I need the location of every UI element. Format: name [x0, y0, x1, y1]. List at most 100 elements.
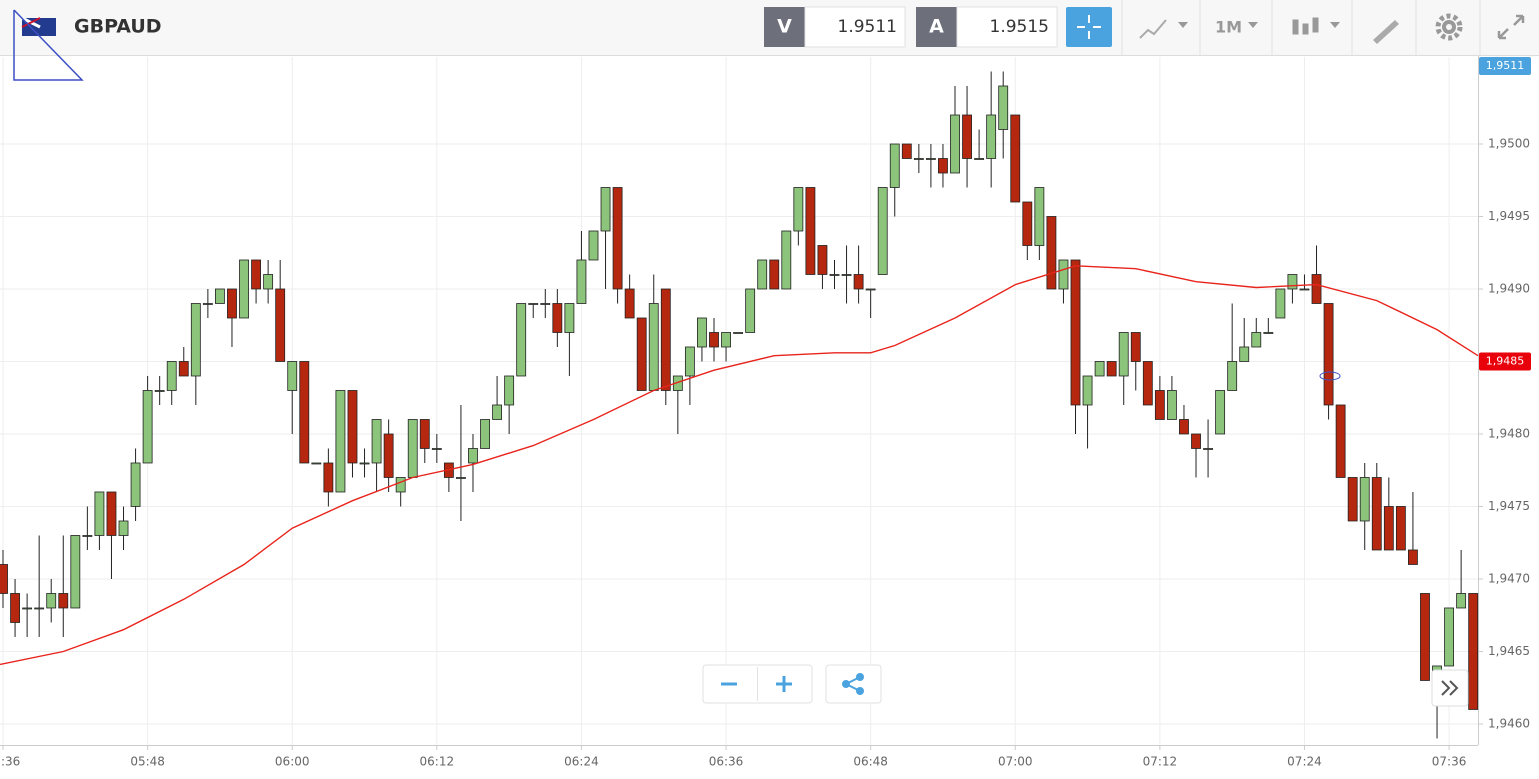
candle-body — [998, 85, 1009, 130]
candle-body — [1408, 549, 1418, 565]
drawing-triangle — [13, 9, 84, 81]
candle-body — [1118, 332, 1129, 377]
candle-body — [576, 259, 587, 304]
candle-body — [202, 303, 213, 305]
candle-body — [1130, 332, 1141, 362]
candle-body — [154, 390, 165, 392]
candle-body — [468, 448, 478, 464]
candle-body — [1058, 259, 1069, 290]
symbol: GBPAUD — [74, 16, 162, 38]
candle-body — [709, 332, 719, 348]
candle-body — [1082, 375, 1093, 406]
candle-body — [1022, 201, 1033, 246]
candle-body — [1154, 390, 1165, 420]
y-tick-label: 1,9480 — [1488, 426, 1530, 440]
candle-body — [636, 317, 647, 391]
candle-body — [516, 303, 527, 377]
candle-body — [540, 303, 551, 305]
candle-body — [456, 477, 466, 479]
candle-body — [359, 462, 370, 465]
price-label-box — [1479, 352, 1531, 371]
timeframe[interactable]: 1M — [1215, 18, 1242, 37]
ask-button[interactable] — [916, 7, 957, 47]
candle-body — [829, 274, 840, 276]
candle-body — [504, 375, 515, 406]
y-tick-label: 1,9460 — [1488, 716, 1530, 730]
candle-style-button[interactable] — [1292, 17, 1340, 35]
chart-type-button[interactable] — [1139, 19, 1188, 39]
scroll-latest-button[interactable] — [1431, 669, 1469, 707]
x-tick-label: 07:12 — [1143, 755, 1178, 769]
candle-body — [1166, 390, 1177, 420]
candle-body — [769, 259, 780, 290]
candle-body — [528, 303, 539, 305]
candle-body — [323, 462, 334, 493]
candle-body — [1142, 361, 1153, 406]
candle-body — [142, 390, 153, 464]
moving-average — [0, 265, 1479, 666]
x-tick-label: 06:36 — [709, 755, 744, 769]
ask-label: A — [929, 16, 944, 38]
ask-price: 1.9515 — [990, 17, 1049, 37]
candle-body — [1287, 274, 1298, 290]
candle-body — [46, 593, 57, 609]
x-tick-label: 06:12 — [420, 755, 455, 769]
draw-tools-button[interactable] — [1373, 20, 1399, 44]
y-tick-label: 1,9465 — [1488, 644, 1530, 658]
candle-body — [1070, 259, 1081, 406]
candle-body — [1094, 361, 1105, 377]
candle-body — [877, 187, 888, 275]
price-label: 1,9485 — [1486, 354, 1525, 367]
fullscreen-button[interactable] — [1497, 14, 1525, 40]
candle-body — [70, 535, 81, 609]
zoom-controls — [702, 664, 813, 704]
candle-body — [215, 288, 225, 304]
candle-body — [757, 259, 768, 290]
bid-label: V — [777, 16, 792, 38]
candle-body — [925, 158, 936, 160]
candle-body — [889, 143, 900, 188]
candle-body — [588, 230, 599, 261]
x-tick-label: 05:36 — [0, 755, 20, 769]
bid-price: 1.9511 — [838, 17, 897, 37]
y-tick-label: 1,9490 — [1488, 281, 1530, 295]
timeframe-arrow — [1248, 22, 1258, 28]
bid-button[interactable] — [764, 7, 805, 47]
zoom-in[interactable] — [776, 676, 792, 692]
candle-body — [721, 332, 731, 348]
candle-body — [1203, 448, 1213, 450]
candle-body — [552, 303, 563, 333]
candle-body — [853, 274, 864, 290]
candle-body — [1106, 361, 1117, 377]
x-tick-label: 07:24 — [1287, 755, 1322, 769]
ask-box — [956, 6, 1058, 48]
candle-body — [287, 361, 298, 391]
candle-body — [251, 259, 261, 290]
x-tick-label: 06:48 — [853, 755, 888, 769]
candle-body — [612, 187, 623, 290]
settings-button[interactable] — [1435, 13, 1463, 41]
toolbar-separators — [1121, 0, 1481, 55]
candle-body — [648, 303, 659, 391]
candle-body — [1191, 433, 1201, 449]
x-tick-label: 07:36 — [1432, 755, 1467, 769]
candle-body — [94, 491, 105, 536]
share-button[interactable] — [825, 664, 882, 704]
candle-body — [1239, 346, 1250, 362]
y-tick-label: 1,9495 — [1488, 209, 1530, 223]
candle-body — [58, 593, 69, 609]
candle-body — [480, 419, 490, 449]
candle-body — [1323, 303, 1334, 406]
x-tick-label: 06:24 — [564, 755, 599, 769]
candle-body — [311, 462, 322, 465]
candle-body — [395, 477, 406, 493]
x-tick-label: 06:00 — [275, 755, 310, 769]
crosshair-button[interactable] — [1066, 7, 1112, 47]
flag-icon — [21, 16, 56, 36]
candle-body — [1383, 506, 1394, 551]
candle-body — [817, 245, 828, 275]
candle-body — [962, 114, 972, 159]
candle-body — [1444, 607, 1454, 667]
price-label-box — [1479, 57, 1531, 75]
